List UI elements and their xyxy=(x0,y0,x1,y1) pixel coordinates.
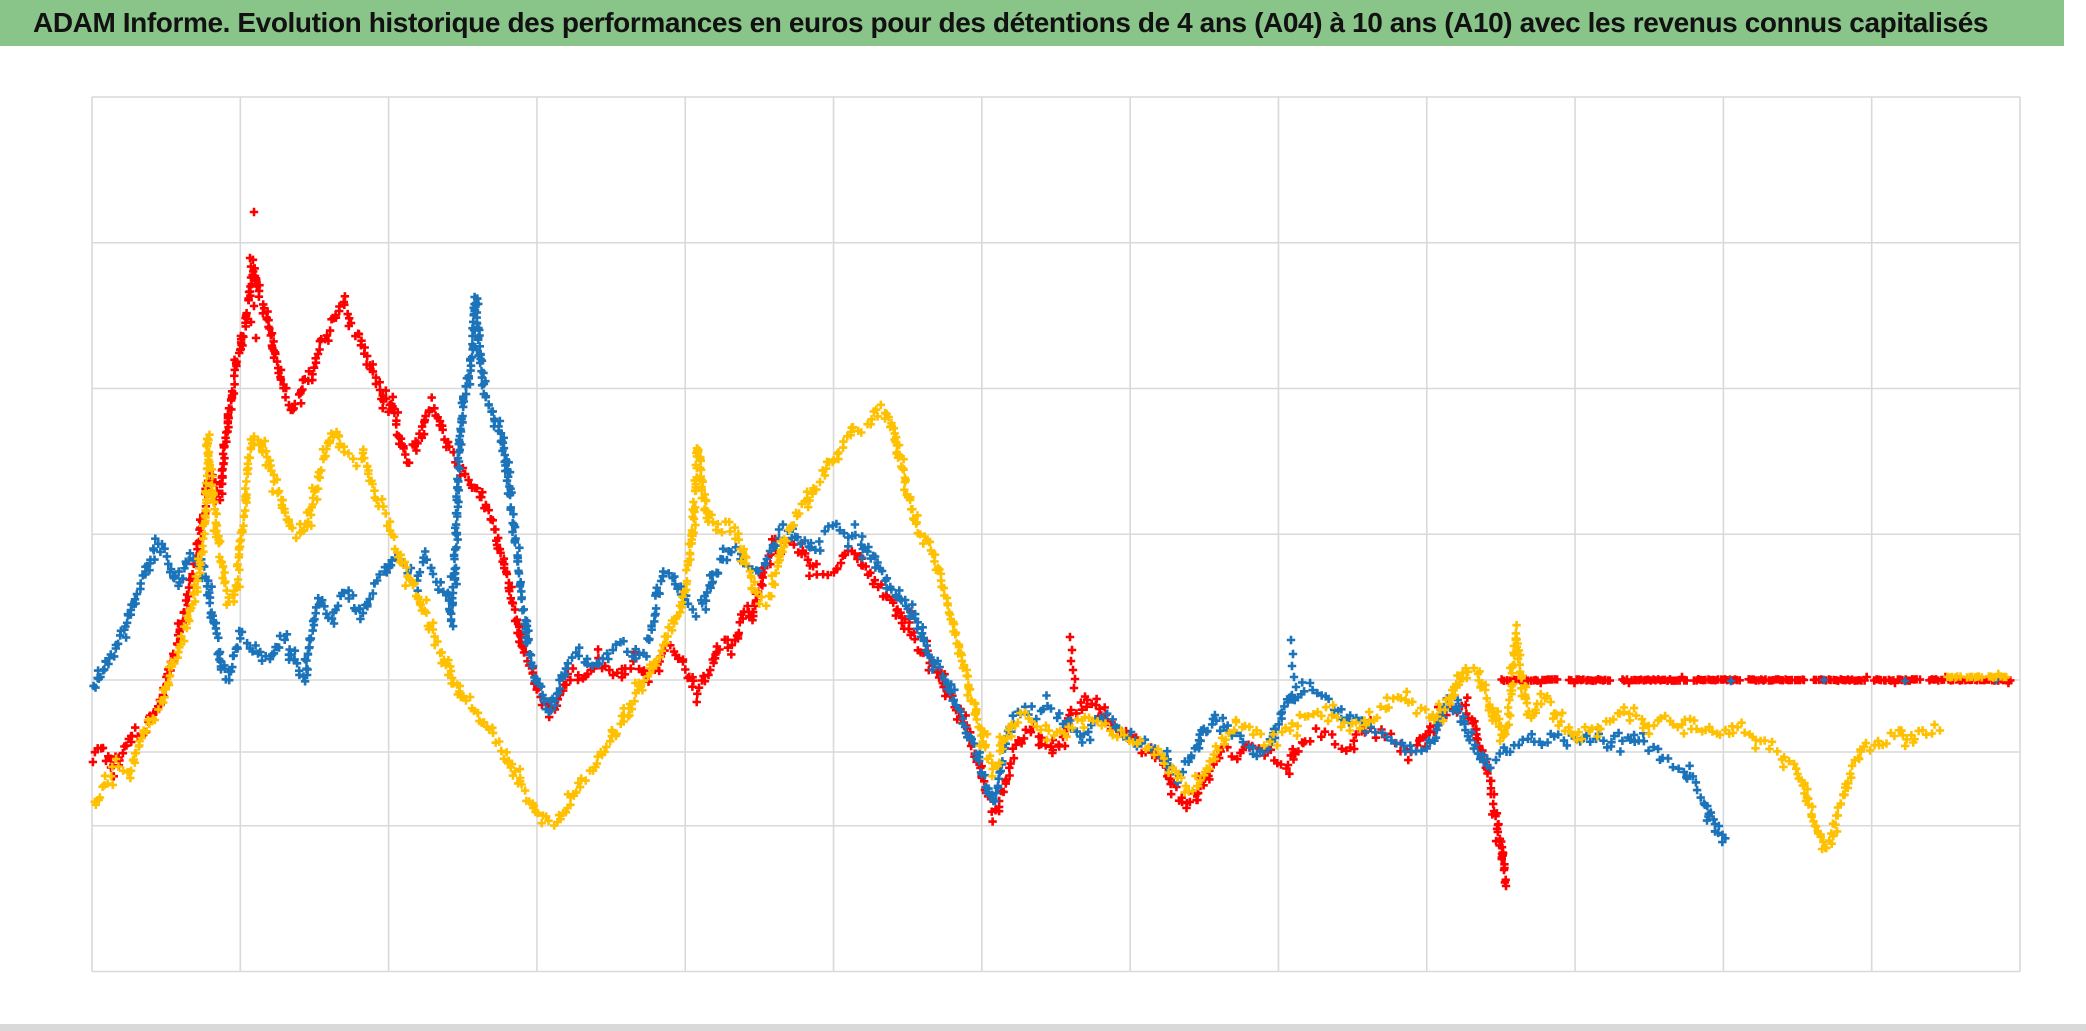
series-yellow xyxy=(90,400,2011,854)
series-red xyxy=(88,207,2015,891)
series-blue xyxy=(89,292,2001,847)
page-title: ADAM Informe. Evolution historique des p… xyxy=(33,7,1989,38)
chart-canvas xyxy=(88,96,2021,973)
title-bar: ADAM Informe. Evolution historique des p… xyxy=(0,0,2064,46)
bottom-strip xyxy=(0,1024,2086,1031)
scatter-chart xyxy=(0,46,2086,1024)
